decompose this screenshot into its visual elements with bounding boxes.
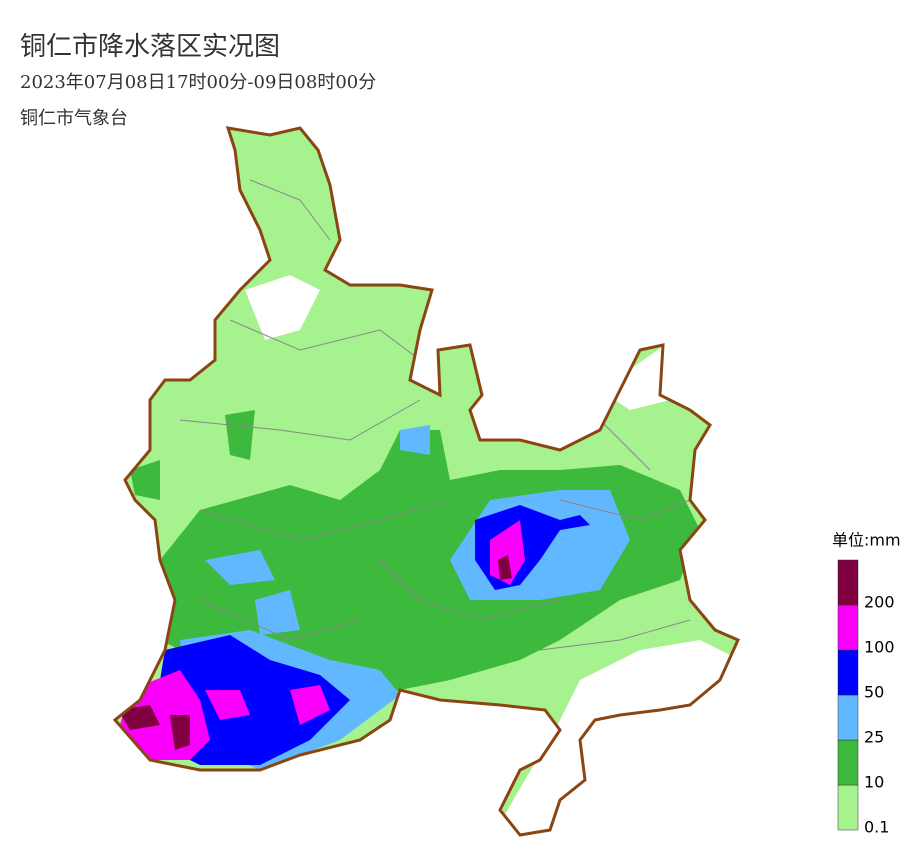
legend-swatch <box>837 694 859 741</box>
legend-swatch <box>837 604 859 651</box>
legend-label: 0.1 <box>864 818 889 837</box>
legend-label: 100 <box>864 638 895 657</box>
legend-label: 10 <box>864 773 884 792</box>
legend-label: 200 <box>864 593 895 612</box>
legend-label: 25 <box>864 728 884 747</box>
map-subtitle: 2023年07月08日17时00分-09日08时00分 <box>20 72 377 93</box>
legend-swatch <box>837 649 859 696</box>
legend-label: 50 <box>864 683 884 702</box>
legend-swatch <box>837 739 859 786</box>
legend: 0.1 10 25 50 100 200 <box>837 559 895 837</box>
map-title: 铜仁市降水落区实况图 <box>20 32 281 62</box>
legend-unit: 单位:mm <box>832 531 901 550</box>
rain-fields <box>115 128 738 835</box>
legend-swatch <box>837 559 859 606</box>
map-source: 铜仁市气象台 <box>20 108 128 129</box>
legend-swatch <box>837 784 859 831</box>
